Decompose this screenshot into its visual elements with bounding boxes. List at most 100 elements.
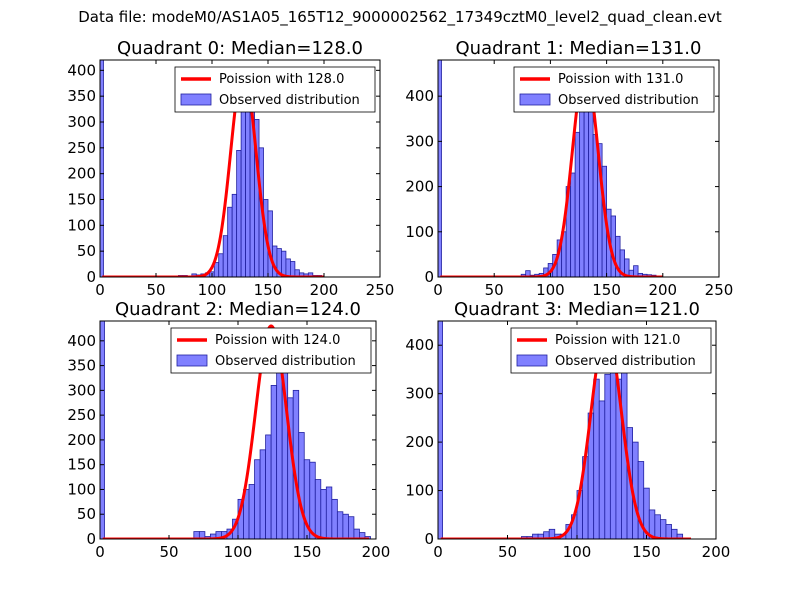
hist-bar [289,261,296,277]
hist-bar [665,524,672,539]
hist-bar [218,253,224,277]
hist-bar [307,272,314,277]
hist-bar [592,134,599,277]
x-tick-label: 150 [254,281,283,299]
legend-label-observed: Observed distribution [555,354,696,369]
x-tick-label: 0 [95,543,105,561]
x-tick-label: 0 [433,543,443,561]
hist-bar [298,432,305,539]
x-tick-label: 100 [224,543,253,561]
hist-bar-zero [100,321,105,539]
figure-title: Data file: modeM0/AS1A05_165T12_90000025… [78,8,722,26]
y-tick-label: 300 [405,385,434,403]
y-tick-label: 50 [77,505,96,523]
plot-area [438,60,664,277]
x-tick-label: 100 [198,281,227,299]
y-tick-label: 50 [77,242,96,260]
x-tick-label: 200 [362,543,391,561]
poisson-curve [439,67,664,277]
hist-bar [285,258,291,277]
hist-bar [222,235,229,277]
legend: Poission with 128.0 Observed distribution [174,66,376,113]
hist-bar [525,270,531,277]
legend-label-poisson: Poission with 124.0 [215,333,340,348]
hist-bar [593,378,600,539]
hist-bar [598,400,606,539]
x-tick-label: 50 [159,543,178,561]
x-tick-label: 250 [366,281,395,299]
panel-title: Quadrant 1: Median=131.0 [456,38,702,59]
y-tick-label: 0 [86,530,96,548]
hist-bar-zero [438,60,442,277]
y-tick-label: 400 [405,87,434,105]
y-tick-label: 0 [424,530,434,548]
y-tick-label: 350 [67,87,96,105]
x-tick-label: 250 [705,281,734,299]
panel-title: Quadrant 2: Median=124.0 [115,299,361,320]
legend-label-observed: Observed distribution [219,93,360,108]
hist-bar [583,86,590,277]
hist-bar [342,513,349,539]
hist-bar [227,206,233,277]
quadrant-2-panel: 0 50 100 150 200 0 50 100 150 200 250 300 350 400 Quad… [67,299,390,561]
hist-bar [254,459,261,539]
legend-label-observed: Observed distribution [215,354,356,369]
hist-bar [633,265,639,277]
hist-bar [325,486,333,539]
hist-bar [240,98,246,277]
panel-title: Quadrant 0: Median=128.0 [117,38,363,59]
hist-bar [213,262,220,277]
legend-bar-swatch [516,354,548,367]
hist-bar [236,150,242,277]
axes-frame [99,59,381,278]
y-tick-label: 200 [67,431,96,449]
hist-bar [331,498,338,539]
y-tick-label: 200 [405,178,434,196]
y-tick-label: 0 [424,268,434,286]
hist-bar [574,131,581,277]
y-tick-label: 100 [405,482,434,500]
legend-bar-swatch [519,93,551,106]
hist-bar-zero [438,321,443,539]
legend-bar-swatch [176,354,208,367]
hist-bar [265,434,272,539]
plot-area [438,321,692,539]
y-tick-label: 100 [67,480,96,498]
quadrant-0-panel: 0 50 100 150 200 250 0 50 100 150 200 250 300 350 400 Q… [67,38,394,299]
hist-bar [309,461,316,539]
x-tick-label: 200 [310,281,339,299]
y-tick-label: 200 [67,165,96,183]
hist-bar [281,250,287,277]
x-tick-label: 150 [592,281,621,299]
hist-bar-zero [100,60,104,277]
hist-bar [570,172,576,277]
hist-bar [660,519,667,539]
legend: Poission with 131.0 Observed distribution [513,66,715,113]
y-tick-label: 100 [67,216,96,234]
hist-bar [604,373,611,539]
y-tick-label: 150 [67,456,96,474]
x-tick-label: 150 [293,543,322,561]
legend: Poission with 124.0 Observed distribution [170,327,372,374]
legend-label-poisson: Poission with 131.0 [558,72,683,87]
y-tick-label: 400 [67,61,96,79]
x-tick-label: 200 [702,543,731,561]
x-tick-label: 50 [146,281,165,299]
y-tick-label: 150 [67,191,96,209]
legend-bar-swatch [180,93,212,106]
legend: Poission with 121.0 Observed distribution [510,327,712,374]
y-tick-label: 400 [405,336,434,354]
hist-bar [314,479,322,539]
y-tick-label: 350 [67,357,96,375]
x-tick-label: 200 [648,281,677,299]
y-tick-label: 300 [67,113,96,131]
hist-bar [676,533,684,539]
legend-label-poisson: Poission with 121.0 [555,333,680,348]
quadrant-3-panel: 0 50 100 150 200 0 100 200 300 400 Quadrant 3: Med… [405,299,730,561]
hist-bar [231,193,238,277]
y-tick-label: 100 [405,223,434,241]
legend-label-poisson: Poission with 128.0 [219,72,344,87]
hist-bar [259,449,266,539]
x-tick-label: 50 [485,281,504,299]
